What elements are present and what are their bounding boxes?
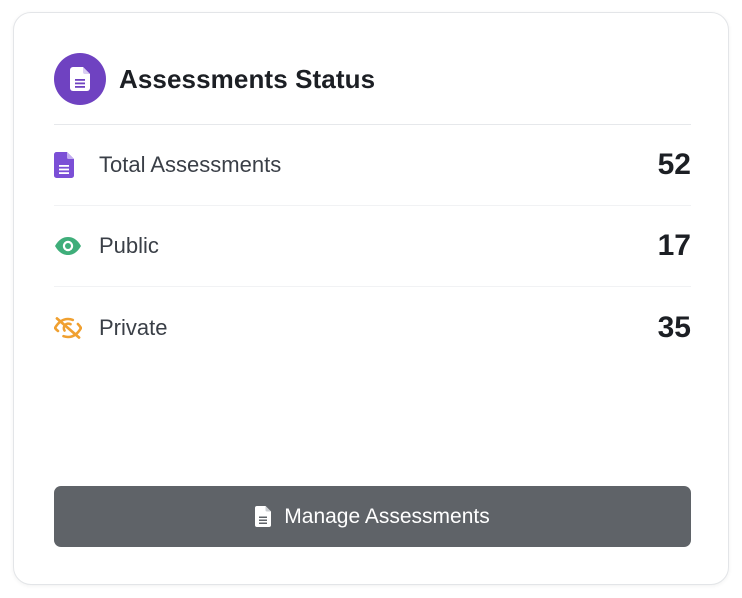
card-title: Assessments Status bbox=[119, 63, 376, 94]
stat-label: Private bbox=[99, 314, 168, 340]
button-label: Manage Assessments bbox=[284, 504, 490, 528]
stat-value: 52 bbox=[657, 148, 691, 181]
stat-row-private: Private 35 bbox=[54, 287, 691, 368]
assessments-status-card: Assessments Status Total Assessments 52 … bbox=[13, 12, 729, 585]
stat-row-public: Public 17 bbox=[54, 206, 691, 287]
eye-slash-icon bbox=[54, 316, 84, 339]
file-icon bbox=[54, 152, 84, 178]
stat-row-total: Total Assessments 52 bbox=[54, 125, 691, 206]
stat-label: Total Assessments bbox=[99, 152, 282, 177]
card-header: Assessments Status bbox=[54, 53, 375, 105]
stat-value: 17 bbox=[657, 229, 691, 262]
file-icon bbox=[54, 53, 106, 105]
stat-value: 35 bbox=[657, 310, 691, 344]
header-divider bbox=[54, 124, 691, 125]
manage-assessments-button[interactable]: Manage Assessments bbox=[54, 486, 691, 547]
file-icon bbox=[255, 506, 272, 527]
eye-icon bbox=[54, 236, 84, 256]
stat-label: Public bbox=[99, 233, 159, 258]
